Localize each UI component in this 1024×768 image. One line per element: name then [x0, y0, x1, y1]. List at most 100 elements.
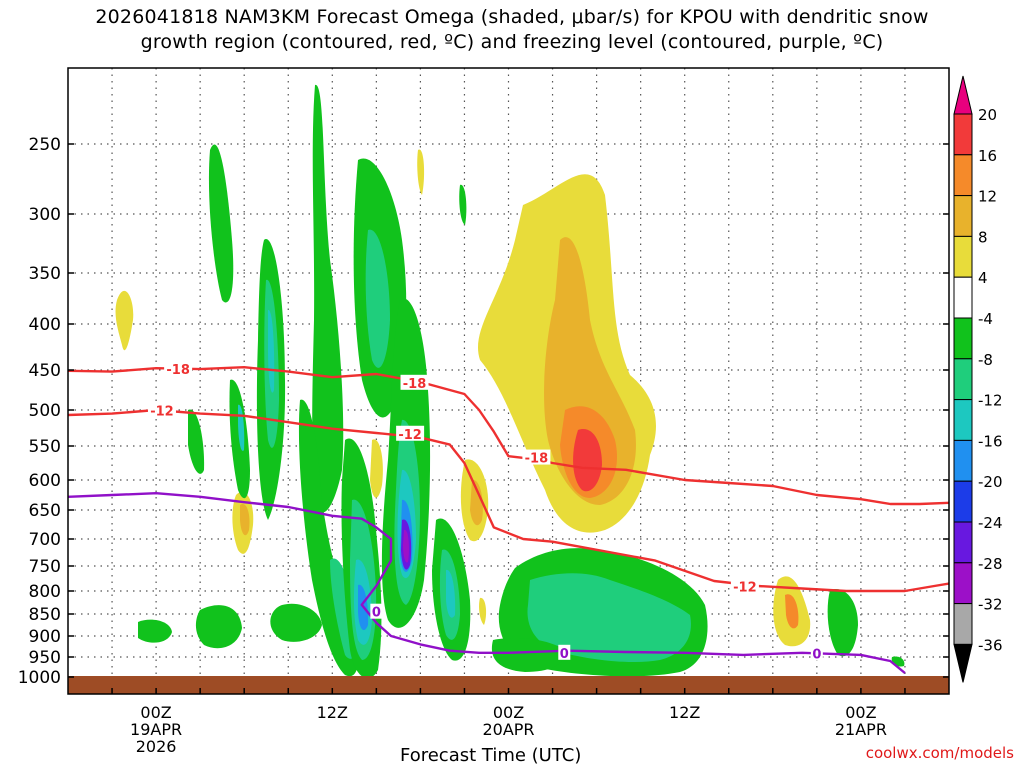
chart-title-line2: growth region (contoured, red, ºC) and f…: [140, 31, 884, 53]
y-tick-label: 450: [29, 361, 61, 381]
colorbar-swatch: [953, 603, 973, 645]
colorbar-label: -16: [978, 432, 1003, 450]
x-tick-label: 20APR: [482, 720, 534, 739]
x-tick-label: 19APR: [130, 720, 182, 739]
omega-rising-4l: [195, 605, 242, 649]
y-tick-label: 350: [29, 264, 61, 284]
x-tick-label: 12Z: [317, 703, 348, 722]
credit-link[interactable]: coolwx.com/models: [865, 744, 1014, 762]
colorbar-swatch: [953, 113, 973, 156]
y-tick-label: 850: [29, 605, 61, 625]
y-tick-label: 600: [29, 471, 61, 491]
y-tick-label: 650: [29, 501, 61, 521]
y-axis: 2503003504004505005506006507007508008509…: [18, 135, 949, 688]
contour-line--18: [68, 366, 949, 506]
colorbar-cap-bottom: [953, 643, 973, 683]
colorbar-label: -12: [978, 392, 1003, 410]
omega-sinking-4e: [370, 439, 383, 498]
y-tick-label: 950: [29, 648, 61, 668]
x-tick-label: 00Z: [140, 703, 171, 722]
colorbar-label: 16: [978, 147, 997, 165]
colorbar-swatch: [953, 521, 973, 564]
x-tick-label: 00Z: [493, 703, 524, 722]
contour-label: -12: [733, 581, 757, 596]
contour-line--12: [68, 408, 949, 593]
omega-rising-28g: [403, 529, 409, 563]
omega-sinking-8d: [240, 504, 250, 536]
contour-label-bg: [396, 425, 425, 441]
colorbar-swatch: [953, 195, 973, 237]
colorbar-label: -4: [978, 310, 993, 328]
contour-label: -18: [166, 363, 190, 378]
omega-shading: [115, 84, 905, 679]
y-tick-label: 550: [29, 437, 61, 457]
omega-sinking-4h: [479, 597, 487, 625]
contour-lines: [68, 366, 949, 674]
x-tick-label: 00Z: [845, 703, 876, 722]
colorbar-swatch: [953, 276, 973, 319]
contour-label: -18: [525, 452, 549, 467]
contour-label: 0: [812, 648, 821, 663]
omega-rising-4m: [138, 619, 172, 643]
y-tick-label: 500: [29, 401, 61, 421]
y-tick-label: 700: [29, 530, 61, 550]
contour-label-bg: [558, 644, 571, 660]
contour-label: 0: [372, 606, 381, 621]
contour-label-bg: [730, 578, 759, 594]
colorbar-swatch: [953, 154, 973, 197]
y-tick-label: 750: [29, 557, 61, 577]
contour-labels: -18 -18 -18 -12 -12 -12 0 0 0: [147, 361, 823, 663]
y-tick-label: 400: [29, 315, 61, 335]
colorbar-label: -32: [978, 596, 1003, 614]
contour-label-bg: [400, 374, 429, 390]
colorbar-swatch: [953, 562, 973, 605]
x-tick-label: 2026: [136, 737, 177, 756]
colorbar-swatch: [953, 480, 973, 523]
omega-rising-4q: [459, 184, 467, 225]
omega-rising-4a: [208, 144, 234, 303]
omega-sinking-4g: [417, 149, 425, 195]
y-tick-label: 800: [29, 582, 61, 602]
contour-label: -18: [403, 377, 427, 392]
colorbar-label: 8: [978, 228, 988, 246]
omega-rising-12j: [446, 569, 456, 618]
omega-rising-4k: [270, 603, 322, 642]
colorbar-label: -20: [978, 473, 1003, 491]
contour-label-bg: [147, 402, 176, 418]
contour-label-bg: [810, 645, 823, 661]
contour-label-bg: [164, 361, 193, 377]
omega-rising-4d: [188, 409, 205, 474]
y-tick-label: 300: [29, 205, 61, 225]
y-tick-label: 250: [29, 135, 61, 155]
x-tick-label: 12Z: [669, 703, 700, 722]
omega-rising-4e: [312, 84, 344, 513]
contour-label: 0: [560, 647, 569, 662]
omega-rising-8n: [527, 573, 691, 663]
chart-title-line1: 2026041818 NAM3KM Forecast Omega (shaded…: [95, 6, 929, 28]
contour-line-0: [68, 492, 906, 674]
omega-sinking-4c: [115, 290, 134, 351]
y-tick-label: 1000: [18, 668, 61, 688]
colorbar-swatch: [953, 439, 973, 482]
colorbar-swatch: [953, 358, 973, 401]
colorbar-cap-top: [953, 75, 973, 115]
colorbar: 20 16 12 8 4 -4 -8 -12 -16 -20 -24 -28 -32 -36: [953, 75, 1003, 683]
omega-sinking-8b: [470, 479, 483, 526]
colorbar-label: -28: [978, 555, 1003, 573]
x-axis-label: Forecast Time (UTC): [400, 745, 582, 766]
y-tick-label: 900: [29, 627, 61, 647]
omega-sinking-16: [573, 429, 602, 492]
omega-rising-4o: [491, 638, 566, 672]
colorbar-label: -8: [978, 351, 993, 369]
colorbar-swatch: [953, 399, 973, 441]
colorbar-label: -36: [978, 636, 1003, 654]
omega-rising-8f: [365, 229, 390, 368]
x-tick-label: 21APR: [835, 720, 887, 739]
colorbar-label: -24: [978, 514, 1003, 532]
colorbar-swatch: [953, 317, 973, 360]
contour-label-bg: [370, 603, 383, 619]
contour-label-bg: [522, 449, 551, 465]
contour-label: -12: [150, 405, 174, 420]
